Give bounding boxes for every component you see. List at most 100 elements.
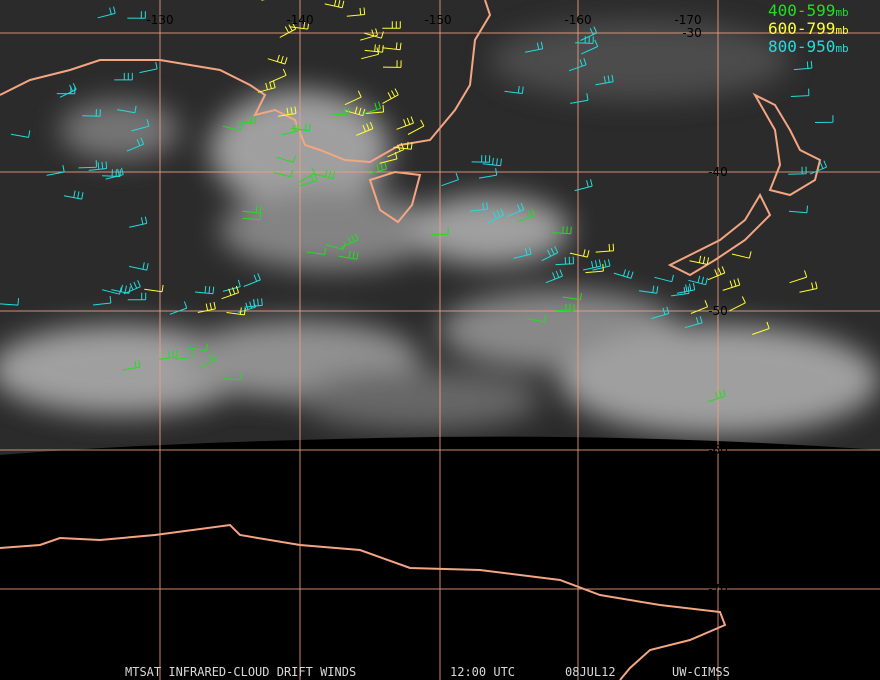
longitude-label: -140 [286, 13, 313, 27]
longitude-label: -160 [564, 13, 591, 27]
wind-barb [441, 172, 459, 187]
wind-barb [430, 227, 449, 235]
wind-barb [651, 306, 670, 319]
wind-barb [344, 90, 362, 106]
wind-barb [197, 301, 216, 313]
wind-barb [789, 270, 808, 284]
wind-barb [363, 101, 382, 115]
legend-unit: mb [835, 6, 848, 19]
wind-barb [278, 106, 297, 117]
wind-barb [222, 123, 243, 131]
wind-barb [574, 179, 593, 192]
wind-barb [243, 273, 261, 287]
wind-barb [471, 155, 491, 163]
wind-barb [541, 246, 559, 262]
wind-barb [345, 106, 366, 117]
wind-barb [382, 42, 402, 51]
wind-barb [128, 262, 149, 271]
wind-barb [102, 169, 121, 177]
wind-barb [513, 247, 532, 259]
wind-barb [46, 165, 65, 176]
wind-barb [238, 300, 256, 313]
wind-barb [676, 282, 696, 294]
wind-barb [105, 167, 124, 180]
longitude-label: -170 [674, 13, 701, 27]
wind-barb [127, 292, 147, 301]
wind-barb [267, 54, 288, 65]
wind-barb [708, 389, 726, 403]
wind-barb [592, 259, 611, 271]
wind-barb [585, 264, 604, 274]
wind-barb [114, 72, 133, 81]
wind-barb [788, 166, 807, 175]
wind-barb [221, 285, 240, 300]
wind-barb [222, 279, 241, 292]
wind-barb [638, 285, 659, 294]
wind-barb [10, 130, 31, 138]
legend-unit: mb [835, 24, 848, 37]
wind-barb [788, 205, 808, 214]
wind-barb [707, 266, 726, 281]
wind-barb [346, 7, 366, 17]
wind-barb [226, 307, 246, 316]
legend-range: 800-950 [768, 37, 835, 56]
wind-barb [117, 105, 137, 114]
wind-barb [341, 233, 359, 248]
wind-barb [78, 160, 97, 169]
wind-barb [729, 296, 746, 312]
wind-barb [56, 86, 76, 95]
wind-barb [126, 137, 145, 152]
wind-barb [365, 104, 385, 114]
footer-time: 12:00 UTC [450, 665, 515, 679]
wind-barb [289, 21, 310, 30]
wind-barb [814, 115, 834, 123]
wind-barb [690, 300, 709, 314]
wind-barb [299, 173, 318, 187]
wind-barb [242, 205, 262, 214]
wind-barb [562, 292, 582, 301]
legend-range: 400-599 [768, 1, 835, 20]
coastline-nz-south [667, 192, 772, 277]
wind-barb [526, 314, 547, 323]
wind-barb [257, 80, 276, 93]
wind-barb [129, 216, 148, 228]
wind-barb [684, 316, 703, 329]
latitude-label: -60 [708, 443, 728, 457]
wind-barb [279, 22, 297, 38]
latitude-label: -30 [682, 26, 702, 40]
coastline-antarctica [0, 523, 727, 680]
footer-date: 08JUL12 [565, 665, 616, 679]
footer: MTSAT INFRARED-CLOUD DRIFT WINDS 12:00 U… [125, 665, 730, 679]
wind-barb [809, 160, 828, 175]
wind-barb [595, 74, 614, 86]
wind-barb [752, 321, 770, 335]
wind-barb [315, 169, 336, 180]
wind-barb [291, 123, 311, 132]
wind-barb [144, 284, 164, 293]
wind-barb [469, 202, 488, 212]
wind-barb [731, 251, 752, 259]
wind-barb [790, 88, 810, 97]
wind-barb [269, 68, 287, 83]
wind-barb [339, 250, 359, 260]
wind-barb [478, 168, 498, 179]
wind-barb [361, 47, 380, 60]
wind-barb [139, 61, 158, 74]
coastline-nz-north [752, 92, 822, 197]
legend-entry: 800-950mb [768, 37, 849, 56]
wind-barb [92, 295, 112, 306]
wind-barb [517, 208, 536, 223]
wind-barb [88, 161, 108, 171]
wind-barb [688, 275, 708, 286]
wind-barb [244, 298, 263, 308]
wind-barb [131, 119, 150, 132]
wind-barb [356, 121, 374, 136]
wind-barb [0, 298, 19, 306]
wind-barb [273, 169, 294, 178]
wind-barb [242, 212, 262, 221]
wind-barb [222, 372, 242, 381]
wind-barb [613, 269, 634, 279]
wind-barb [382, 60, 402, 68]
